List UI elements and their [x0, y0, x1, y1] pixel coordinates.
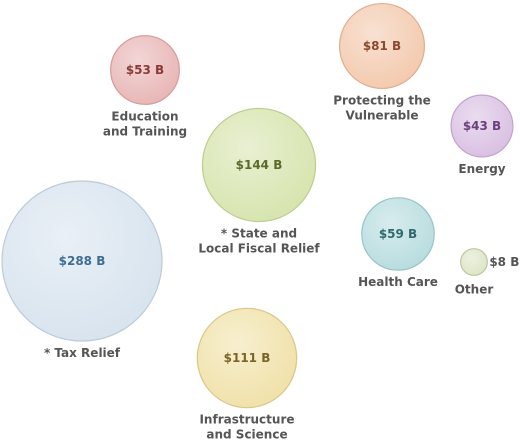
- bubble-group-education: $53 B Education and Training: [103, 35, 187, 138]
- bubble-health[interactable]: [361, 197, 435, 271]
- bubble-label-line-other-0: Other: [455, 282, 494, 296]
- bubble-label-line-education-0: Education: [111, 109, 178, 123]
- bubble-other[interactable]: [460, 248, 488, 276]
- bubble-label-line-education-1: and Training: [103, 124, 187, 138]
- bubble-label-infrastructure: Infrastructure and Science: [199, 413, 294, 442]
- bubble-value-health: $59 B: [379, 227, 417, 241]
- bubble-group-vulnerable: $81 B Protecting the Vulnerable: [333, 2, 431, 122]
- bubble-label-line-vulnerable-0: Protecting the: [333, 93, 431, 107]
- bubble-label-education: Education and Training: [103, 109, 187, 138]
- bubble-value-other: $8 B: [489, 255, 519, 269]
- bubble-state-fiscal[interactable]: [201, 107, 317, 223]
- bubble-label-state-fiscal: * State and Local Fiscal Relief: [198, 227, 320, 256]
- bubble-label-line-state-fiscal-0: * State and: [221, 227, 297, 241]
- bubble-label-energy: Energy: [458, 162, 505, 176]
- bubble-label-line-state-fiscal-1: Local Fiscal Relief: [198, 242, 320, 256]
- bubble-label-line-vulnerable-1: Vulnerable: [345, 108, 418, 122]
- bubble-label-tax: * Tax Relief: [44, 346, 121, 360]
- bubble-label-line-tax-0: * Tax Relief: [44, 346, 121, 360]
- bubble-value-education: $53 B: [126, 63, 164, 77]
- bubble-label-other: Other: [455, 282, 494, 296]
- bubble-education[interactable]: [110, 35, 180, 105]
- bubble-group-other: $8 B Other: [455, 248, 519, 296]
- bubble-value-state-fiscal: $144 B: [236, 158, 283, 172]
- bubble-infrastructure[interactable]: [196, 307, 298, 409]
- bubble-value-infrastructure: $111 B: [224, 351, 271, 365]
- bubble-group-infrastructure: $111 B Infrastructure and Science: [196, 307, 298, 442]
- bubble-label-line-health-0: Health Care: [358, 275, 438, 289]
- bubble-value-tax: $288 B: [59, 254, 106, 268]
- bubble-label-health: Health Care: [358, 275, 438, 289]
- bubble-group-health: $59 B Health Care: [358, 197, 438, 289]
- bubble-label-line-infrastructure-0: Infrastructure: [199, 413, 294, 427]
- bubble-label-line-energy-0: Energy: [458, 162, 505, 176]
- bubble-group-state-fiscal: $144 B * State and Local Fiscal Relief: [198, 107, 320, 256]
- bubble-label-vulnerable: Protecting the Vulnerable: [333, 93, 431, 122]
- bubble-group-energy: $43 B Energy: [450, 94, 514, 176]
- bubble-value-vulnerable: $81 B: [363, 39, 401, 53]
- bubble-vulnerable[interactable]: [338, 2, 426, 90]
- bubble-group-tax: $288 B * Tax Relief: [1, 180, 163, 360]
- bubble-tax[interactable]: [1, 180, 163, 342]
- bubble-value-energy: $43 B: [463, 119, 501, 133]
- bubble-energy[interactable]: [450, 94, 514, 158]
- bubble-label-line-infrastructure-1: and Science: [206, 428, 287, 442]
